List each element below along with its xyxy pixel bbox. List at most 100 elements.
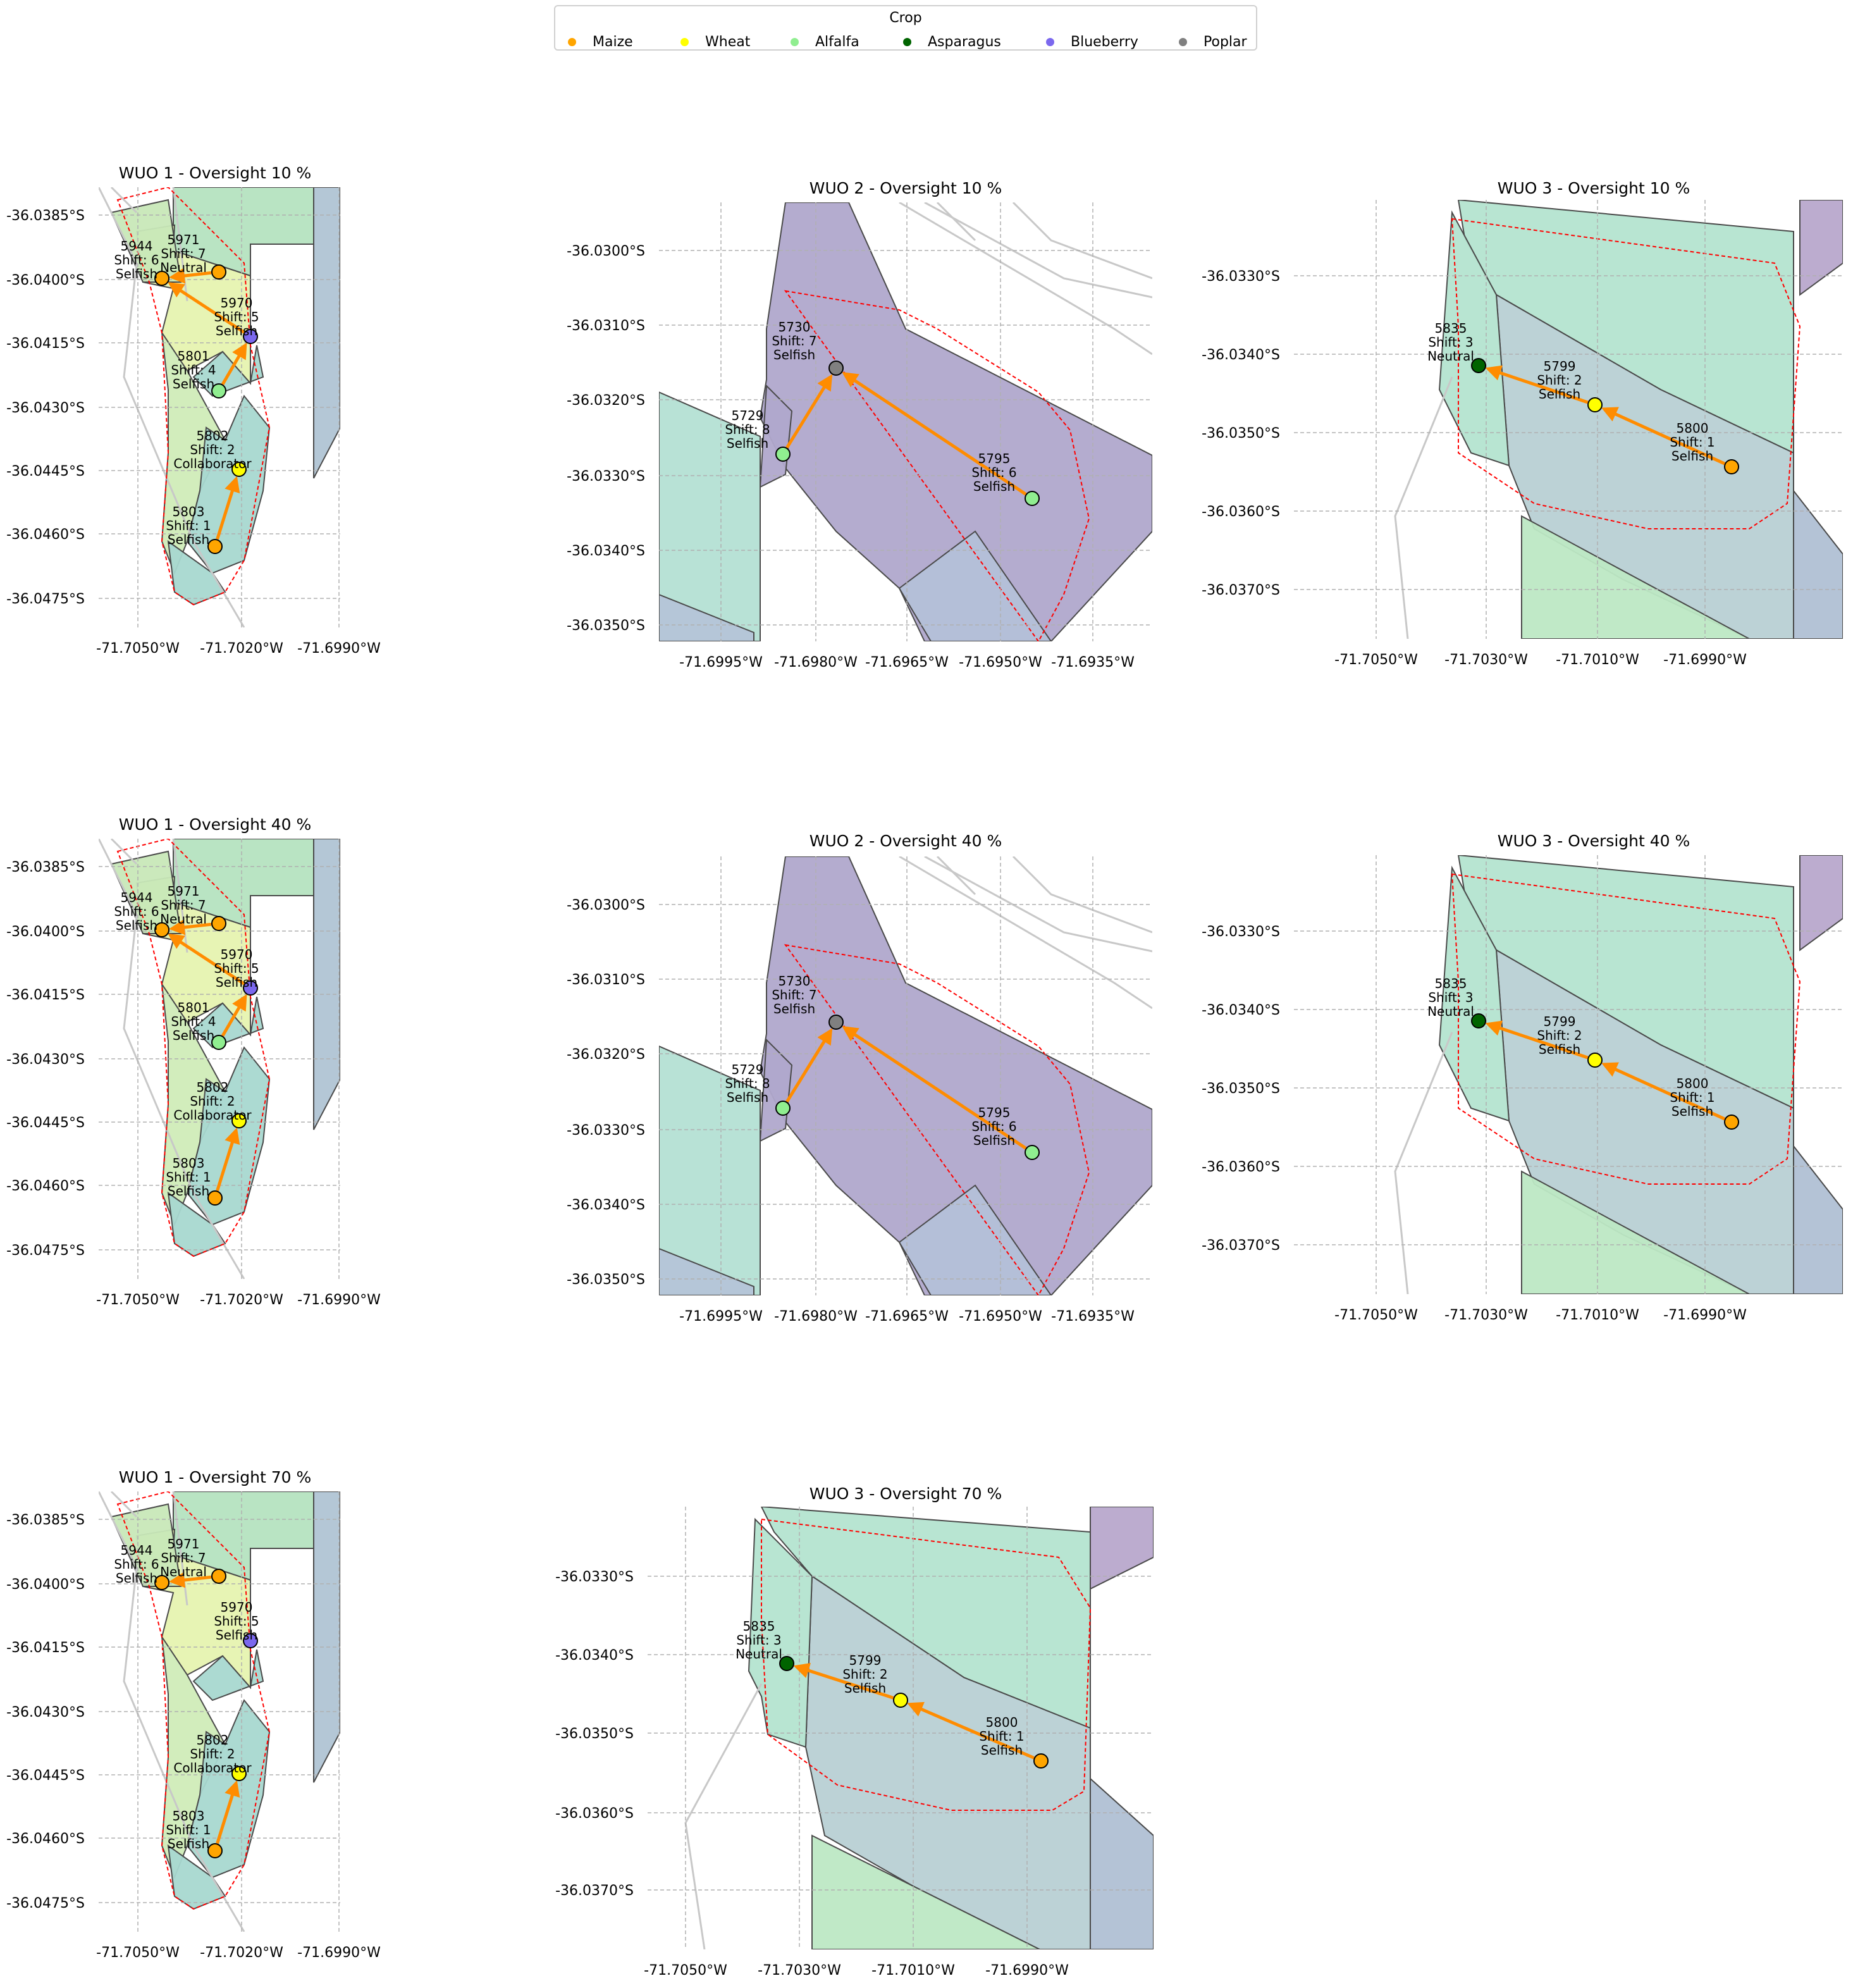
y-tick-label: -36.0400°S — [6, 924, 85, 940]
y-tick-label: -36.0385°S — [6, 860, 85, 875]
y-tick-label: -36.0320°S — [567, 1047, 645, 1063]
farm-label-5800: Selfish — [1671, 448, 1713, 464]
road-line — [899, 856, 1152, 1009]
farm-label-5802: 5802 — [197, 1732, 229, 1748]
panel-title: WUO 2 - Oversight 40 % — [810, 832, 1002, 850]
farm-label-5970: 5970 — [221, 947, 253, 962]
farm-label-5970: 5970 — [221, 1600, 253, 1615]
road-line — [1012, 202, 1152, 280]
x-tick-label: -71.7050°W — [96, 1945, 180, 1961]
farm-marker-5971 — [211, 264, 226, 280]
farm-label-5802: Collaborator — [173, 456, 252, 471]
farm-marker-5835 — [1471, 358, 1486, 373]
farm-label-5795: Shift: 6 — [971, 465, 1016, 480]
y-tick-label: -36.0445°S — [6, 1115, 85, 1131]
crop-legend: Crop Maize Wheat Alfalfa Asparagus Blueb… — [554, 5, 1257, 51]
road-line — [1012, 856, 1152, 934]
transfer-arrow — [168, 919, 212, 935]
panel-title: WUO 1 - Oversight 40 % — [119, 815, 312, 834]
road-line — [99, 1491, 245, 1932]
y-tick-label: -36.0475°S — [6, 1243, 85, 1259]
farm-marker-5801 — [211, 1035, 226, 1050]
farm-label-5801: Shift: 4 — [171, 1014, 216, 1029]
farm-marker-5970 — [243, 1633, 258, 1648]
field-polygon — [1521, 1170, 1750, 1294]
farm-label-5803: Selfish — [168, 1836, 209, 1851]
farm-label-5729: 5729 — [732, 1062, 764, 1077]
legend-label-blueberry: Blueberry — [1071, 34, 1138, 50]
farm-label-5795: Shift: 6 — [971, 1119, 1016, 1134]
farm-marker-5800 — [1724, 1114, 1739, 1130]
y-tick-label: -36.0350°S — [567, 1272, 645, 1288]
farm-label-5835: 5835 — [1435, 321, 1467, 336]
field-polygon — [811, 1834, 1040, 1949]
map-body — [648, 1507, 1154, 1949]
road-line — [899, 202, 1152, 355]
farm-label-5970: Shift: 5 — [214, 309, 259, 324]
farm-label-5970: 5970 — [221, 295, 253, 311]
farm-label-5944: 5944 — [121, 238, 153, 254]
road-line — [110, 187, 138, 214]
y-tick-label: -36.0445°S — [6, 464, 85, 479]
farm-label-5795: Selfish — [973, 1133, 1015, 1148]
panel-wuo3-10: WUO 3 - Oversight 10 % -71.7050°W -71.7030… — [1202, 179, 1843, 668]
panel-title: WUO 2 - Oversight 10 % — [810, 179, 1002, 197]
farm-label-5944: Shift: 6 — [114, 252, 159, 268]
farm-label-5944: 5944 — [121, 1543, 153, 1558]
farm-label-5944: Shift: 6 — [114, 1557, 159, 1572]
map-body — [99, 187, 340, 627]
y-tick-label: -36.0350°S — [1202, 1081, 1280, 1097]
y-tick-label: -36.0360°S — [555, 1806, 634, 1822]
panel-title: WUO 1 - Oversight 70 % — [119, 1468, 312, 1486]
farm-label-5729: Shift: 8 — [725, 1076, 770, 1091]
farm-marker-5970 — [243, 980, 258, 996]
x-tick-label: -71.6990°W — [985, 1963, 1069, 1979]
farm-marker-5944 — [154, 271, 169, 286]
y-tick-label: -36.0340°S — [567, 1197, 645, 1213]
y-tick-label: -36.0400°S — [6, 273, 85, 288]
x-tick-label: -71.6965°W — [865, 655, 949, 670]
farm-label-5801: Shift: 4 — [171, 362, 216, 378]
road-line — [110, 1491, 138, 1518]
farm-label-5795: 5795 — [978, 451, 1011, 466]
farm-marker-5971 — [211, 916, 226, 931]
y-tick-label: -36.0370°S — [1202, 583, 1280, 598]
y-tick-label: -36.0415°S — [6, 1640, 85, 1656]
farm-label-5799: Selfish — [1539, 386, 1580, 402]
transfer-arrow — [216, 1780, 240, 1844]
y-tick-label: -36.0350°S — [555, 1726, 634, 1742]
farm-label-5800: 5800 — [1677, 421, 1709, 436]
y-tick-label: -36.0430°S — [6, 400, 85, 416]
transfer-arrow — [1485, 365, 1589, 404]
farm-label-5801: Selfish — [173, 1028, 214, 1043]
transfer-arrow — [168, 268, 212, 284]
y-tick-label: -36.0360°S — [1202, 1159, 1280, 1175]
farm-label-5801: 5801 — [178, 1000, 210, 1015]
legend-item-alfalfa: Alfalfa — [791, 34, 859, 50]
y-tick-label: -36.0340°S — [555, 1648, 634, 1664]
farm-label-5803: Selfish — [168, 1183, 209, 1199]
farm-marker-5971 — [211, 1569, 226, 1584]
farm-marker-5802 — [231, 462, 247, 477]
x-tick-label: -71.6965°W — [865, 1309, 949, 1324]
farm-label-5971: 5971 — [168, 1536, 200, 1552]
x-tick-label: -71.6995°W — [679, 1309, 763, 1324]
y-tick-label: -36.0340°S — [1202, 347, 1280, 363]
transfer-arrow — [1601, 407, 1726, 466]
farm-label-5801: Selfish — [173, 376, 214, 392]
farm-label-5730: Shift: 7 — [772, 987, 816, 1003]
farm-label-5802: 5802 — [197, 428, 229, 443]
field-polygon — [1799, 855, 1843, 951]
y-tick-label: -36.0370°S — [1202, 1238, 1280, 1254]
transfer-arrow — [793, 1663, 894, 1700]
field-polygon — [659, 391, 761, 641]
farm-label-5799: 5799 — [1544, 1014, 1576, 1029]
farm-label-5802: Shift: 2 — [190, 1094, 235, 1109]
wuo-boundary — [761, 1518, 1092, 1811]
farm-marker-5970 — [243, 329, 258, 344]
legend-item-asparagus: Asparagus — [903, 34, 1001, 50]
x-tick-label: -71.7050°W — [1334, 652, 1418, 668]
farm-label-5799: Selfish — [844, 1681, 886, 1696]
field-polygon — [192, 1649, 264, 1701]
farm-label-5835: Shift: 3 — [1428, 335, 1473, 350]
